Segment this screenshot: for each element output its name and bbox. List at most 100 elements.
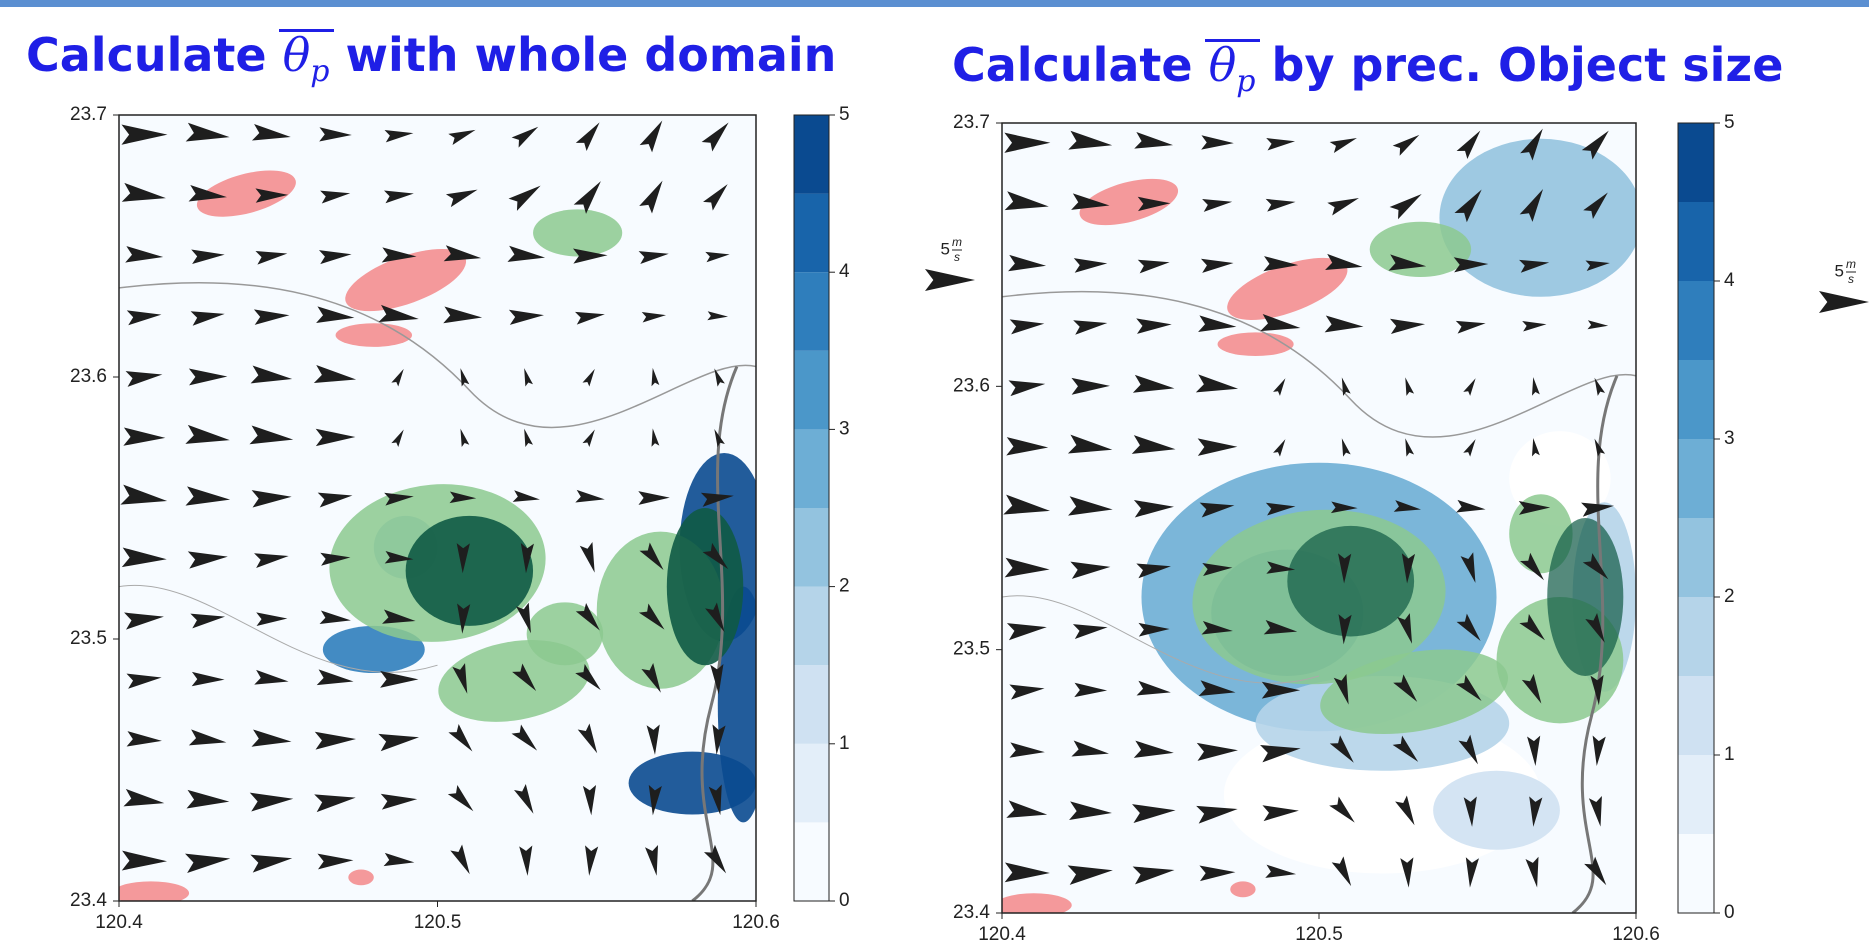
wind-arrow	[1531, 438, 1540, 457]
wind-arrow	[1401, 553, 1416, 584]
colorbar-tick-label: 0	[1724, 902, 1735, 923]
wind-arrow	[447, 785, 474, 812]
wind-arrow	[1583, 192, 1608, 219]
pink-contour	[1079, 178, 1179, 226]
wind-arrow	[448, 724, 473, 752]
wind-arrow	[456, 543, 470, 574]
wind-arrow	[457, 603, 471, 634]
wind-arrow	[320, 552, 351, 566]
wind-arrow	[1389, 194, 1422, 220]
wind-arrow	[1324, 315, 1364, 333]
colorbar-bin	[1678, 360, 1714, 439]
wind-arrow	[123, 427, 166, 446]
green-contour	[526, 602, 604, 666]
wind-arrow	[443, 306, 483, 324]
wind-arrow	[1584, 856, 1607, 886]
wind-arrow	[1067, 434, 1113, 454]
wind-arrow	[1009, 684, 1045, 700]
map	[1002, 123, 1636, 913]
wind-arrow	[651, 428, 660, 447]
wind-arrow	[1338, 614, 1352, 645]
wind-arrow	[1338, 553, 1352, 584]
x-tick-label: 120.5	[1295, 924, 1343, 945]
colorbar-tick-label: 2	[1724, 586, 1735, 607]
wind-arrow	[1395, 795, 1415, 826]
wind-arrow	[519, 845, 533, 876]
wind-arrow	[1463, 796, 1477, 827]
wind-arrow	[707, 311, 729, 321]
wind-arrow	[187, 551, 228, 569]
colorbar-tick-label: 5	[839, 104, 850, 125]
wind-arrow	[1393, 500, 1422, 512]
wind-arrow	[1819, 291, 1869, 313]
wind-arrow	[1582, 553, 1609, 580]
wind-arrow	[125, 246, 164, 263]
wind-arrow	[121, 124, 168, 145]
wind-arrow	[382, 609, 416, 624]
wind-arrow	[524, 368, 533, 387]
wind-arrow	[511, 126, 539, 148]
wind-arrow	[1518, 501, 1551, 515]
wind-arrow	[317, 492, 353, 508]
wind-arrow	[121, 182, 166, 202]
wind-arrow	[186, 789, 230, 809]
wind-arrow	[1329, 735, 1354, 763]
wind-arrow	[378, 733, 420, 752]
title-suffix: by prec. Object size	[1271, 38, 1784, 92]
wind-arrow	[700, 492, 734, 507]
x-tick-label: 120.6	[732, 912, 780, 933]
wind-arrow	[1073, 258, 1108, 273]
wind-arrow	[384, 190, 414, 204]
colorbar-bin	[794, 272, 829, 351]
symbol: θ	[282, 28, 311, 82]
wind-arrow	[508, 309, 544, 325]
wind-arrow	[1330, 501, 1358, 514]
x-tick-label: 120.4	[978, 924, 1026, 945]
wind-arrow	[1266, 138, 1296, 151]
wind-arrow	[1525, 856, 1539, 888]
wind-arrow	[255, 188, 289, 203]
pink-contour	[348, 869, 374, 886]
wind-arrow	[1133, 500, 1174, 518]
dark-green	[666, 507, 744, 666]
wind-arrow	[1389, 318, 1426, 334]
wind-arrow	[1196, 742, 1238, 761]
wind-arrow	[1588, 795, 1602, 827]
wind-arrow	[1260, 745, 1301, 763]
wind-arrow	[638, 603, 665, 630]
wind-arrow	[126, 673, 162, 689]
wind-arrow	[573, 181, 601, 214]
wind-arrow	[1070, 561, 1111, 579]
wind-arrow	[639, 542, 664, 570]
pink-contour	[345, 248, 467, 312]
wind-arrow	[185, 122, 230, 142]
wind-arrow	[188, 729, 227, 746]
wind-arrow	[120, 484, 168, 505]
wind-arrow	[1392, 735, 1419, 762]
wind-arrow	[524, 428, 533, 448]
wind-arrow	[1137, 259, 1170, 274]
wind-arrow	[1329, 796, 1355, 823]
wind-arrow	[190, 613, 226, 629]
wind-arrow	[1137, 196, 1171, 212]
wind-arrow	[255, 251, 288, 265]
wind-arrow	[1198, 315, 1237, 332]
wind-arrow	[1585, 613, 1605, 643]
wind-arrow	[585, 845, 599, 876]
x-tick-label: 120.6	[1612, 924, 1660, 945]
wind-arrow	[460, 428, 470, 448]
wind-arrow	[573, 248, 608, 264]
wind-arrow	[1529, 796, 1543, 827]
wind-arrow	[1590, 674, 1604, 706]
title-prefix: Calculate	[952, 38, 1193, 92]
wind-arrow	[641, 312, 666, 323]
subscript: p	[1236, 64, 1256, 100]
wind-arrow	[1522, 321, 1547, 332]
wind-arrow	[1456, 499, 1486, 513]
wind-arrow	[1273, 378, 1286, 396]
wind-arrow	[1263, 256, 1299, 272]
wind-arrow	[318, 250, 352, 265]
wind-arrow	[320, 190, 351, 204]
wind-arrow	[575, 603, 600, 631]
